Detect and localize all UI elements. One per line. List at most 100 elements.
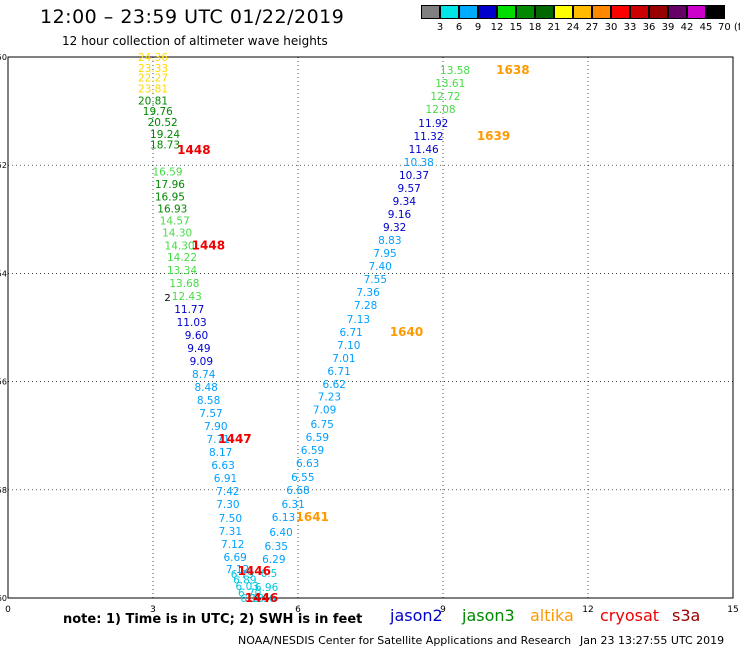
wave-height-value: 7.71 (207, 434, 230, 446)
satellite-legend-altika: altika (530, 606, 574, 625)
wave-height-value: 11.92 (418, 118, 448, 130)
wave-height-value: 8.83 (378, 235, 401, 247)
wave-height-value: 10.38 (404, 157, 434, 169)
y-tick-label: -52 (0, 161, 7, 170)
y-tick-label: -54 (0, 269, 7, 278)
marker-label: 2 (164, 293, 170, 304)
wave-height-value: 7.13 (347, 314, 370, 326)
wave-height-value: 6.59 (301, 445, 324, 457)
footer-note: note: 1) Time is in UTC; 2) SWH is in fe… (63, 612, 363, 627)
color-scale-swatch (459, 5, 478, 19)
wave-height-value: 24.36 (138, 52, 168, 64)
color-scale-label: 21 (547, 22, 561, 33)
wave-height-value: 8.58 (197, 395, 220, 407)
y-tick-label: -50 (0, 53, 7, 62)
pass-time-label: 1448 (192, 238, 225, 252)
wave-height-value: 7.30 (216, 499, 239, 511)
wave-height-value: 12.08 (426, 104, 456, 116)
wave-height-value: 18.73 (150, 140, 180, 152)
satellite-legend-s3a: s3a (672, 606, 701, 625)
wave-height-value: 6.62 (323, 379, 346, 391)
wave-height-value: 6.91 (214, 473, 237, 485)
pass-time-label: 1640 (390, 325, 423, 339)
wave-height-value: 6.18 (240, 593, 263, 605)
color-scale-swatch (554, 5, 573, 19)
wave-height-value: 16.93 (157, 203, 187, 215)
wave-height-value: 7.12 (221, 539, 244, 551)
wave-height-value: 6.71 (327, 366, 350, 378)
pass-time-label: 1446 (245, 591, 278, 605)
color-scale-label: 30 (604, 22, 618, 33)
color-scale-label: 24 (566, 22, 580, 33)
wave-height-value: 6.75 (310, 419, 333, 431)
wave-height-value: 6.55 (291, 472, 314, 484)
wave-height-value: 14.30 (162, 227, 192, 239)
wave-height-value: 14.57 (160, 215, 190, 227)
map-title: 12:00 – 23:59 UTC 01/22/2019 (40, 6, 345, 28)
wave-height-value: 8.48 (194, 382, 217, 394)
wave-height-value: 6.96 (255, 582, 279, 594)
color-scale-label: 27 (585, 22, 599, 33)
wave-height-value: 7.10 (337, 340, 360, 352)
wave-height-value: 6.69 (223, 552, 246, 564)
wave-height-value: 19.24 (150, 129, 180, 141)
wave-height-value: 13.34 (167, 265, 197, 277)
pass-time-label: 1446 (238, 564, 271, 578)
wave-height-value: 7.01 (332, 353, 355, 365)
wave-height-value: 6.63 (211, 460, 234, 472)
color-scale-label: 42 (680, 22, 694, 33)
wave-height-value: 10.37 (399, 170, 429, 182)
wave-height-value: 7.36 (356, 287, 380, 299)
wave-height-value: 7.09 (313, 405, 336, 417)
wave-height-value: 9.16 (388, 209, 412, 221)
wave-height-value: 11.32 (413, 131, 443, 143)
color-scale-label: 33 (623, 22, 637, 33)
color-scale-label: 70 (ft) (718, 22, 740, 33)
wave-height-value: 7.31 (219, 526, 242, 538)
color-scale-label: 45 (699, 22, 713, 33)
wave-height-value: 7.12 (226, 564, 249, 576)
wave-height-value: 13.61 (435, 78, 465, 90)
wave-height-value: 6.16 (252, 593, 276, 605)
wave-height-value: 6.59 (306, 432, 329, 444)
wave-height-value: 13.58 (440, 65, 470, 77)
wave-height-value: 13.68 (169, 278, 199, 290)
wave-height-value: 14.30 (165, 240, 195, 252)
pass-time-label: 1641 (296, 510, 329, 524)
wave-height-value: 6.29 (262, 554, 285, 566)
color-scale-label: 15 (509, 22, 523, 33)
map-frame (7, 56, 734, 599)
wave-height-value: 23.33 (138, 63, 168, 75)
y-tick-label: -56 (0, 378, 7, 387)
x-tick-label: 3 (150, 605, 156, 615)
wave-height-value: 7.55 (364, 274, 387, 286)
wave-height-value: 6.31 (281, 499, 304, 511)
color-scale-swatch (440, 5, 459, 19)
color-scale-swatch (592, 5, 611, 19)
wave-height-value: 8.74 (192, 369, 216, 381)
color-scale-swatch (573, 5, 592, 19)
x-tick-label: 15 (727, 605, 738, 615)
y-tick-label: -60 (0, 594, 7, 603)
satellite-legend-cryosat: cryosat (600, 606, 660, 625)
color-scale-swatch (516, 5, 535, 19)
wave-height-value: 6.5 (261, 568, 278, 580)
wave-height-value: 9.60 (185, 330, 208, 342)
wave-height-value: 9.57 (397, 183, 420, 195)
map-subtitle: 12 hour collection of altimeter wave hei… (62, 34, 328, 48)
color-scale-label: 36 (642, 22, 656, 33)
wave-height-value: 19.76 (143, 106, 173, 118)
pass-time-label: 1638 (496, 63, 529, 77)
wave-height-value: 16.95 (155, 192, 185, 204)
wave-height-value: 6.89 (233, 575, 256, 587)
wave-height-value: 9.32 (383, 222, 406, 234)
wave-height-value: 6.68 (286, 485, 309, 497)
wave-height-value: 7.28 (354, 300, 377, 312)
wave-height-value: 6.35 (265, 541, 288, 553)
pass-time-label: 1639 (477, 129, 510, 143)
pass-time-label: 1447 (218, 432, 251, 446)
color-scale-swatch (687, 5, 706, 19)
wave-height-value: 6.79 (231, 569, 254, 581)
color-scale-label: 12 (490, 22, 504, 33)
color-scale-swatch (706, 5, 725, 19)
